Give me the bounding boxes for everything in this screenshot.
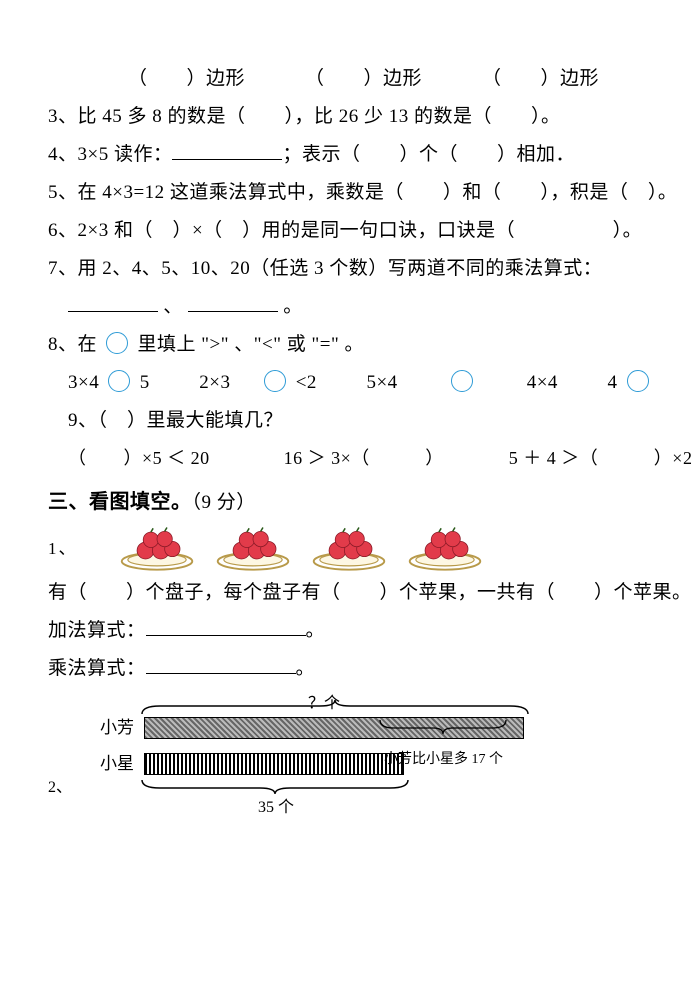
mul-label: 乘法算式：	[48, 658, 146, 679]
q8-d: <2	[296, 372, 317, 393]
q3-1-line: 有（ ）个盘子，每个盘子有（ ）个苹果，一共有（ ）个苹果。	[48, 574, 647, 612]
q8-c2[interactable]	[264, 370, 286, 392]
bottom-label: 35 个	[258, 792, 294, 824]
label-a: 小芳	[78, 711, 144, 745]
q8-tail: 里填上 ">" 、"<" 或 "=" 。	[138, 334, 364, 355]
sp3	[322, 372, 361, 393]
q7-sep: 、	[163, 296, 183, 317]
q7-blanks: 、 。	[48, 288, 647, 326]
q8-f: 4×4	[527, 372, 558, 393]
bar-row-a: 小芳	[78, 714, 647, 742]
bar-row-b: 小星	[78, 750, 647, 778]
add-label: 加法算式：	[48, 620, 146, 641]
poly-c: （ ）边形	[482, 60, 599, 98]
q3-1-add: 加法算式： 。	[48, 612, 647, 650]
label-b: 小星	[78, 747, 144, 781]
q9-row: （ ）×5 ＜ 20 16 ＞ 3×（ ） 5 ＋ 4 ＞（ ）×2	[48, 440, 647, 476]
sec3-title: 三、看图填空。	[48, 491, 192, 513]
q4-blank[interactable]	[172, 136, 282, 160]
q9: 9、（ ）里最大能填几？	[48, 402, 647, 440]
mul-blank[interactable]	[146, 650, 296, 674]
q8-c: 2×3	[199, 372, 230, 393]
q4: 4、3×5 读作： ；表示（ ）个（ ）相加．	[48, 136, 647, 174]
brace-right-icon	[378, 718, 508, 736]
q8-row: 3×4 5 2×3 <2 5×4 4×4 4	[48, 364, 647, 402]
q7-dot: 。	[283, 296, 303, 317]
q6: 6、2×3 和（ ）×（ ）用的是同一句口诀，口诀是（ ）。	[48, 212, 647, 250]
q3-2-idx: 2、	[48, 772, 78, 804]
q8: 8、在 里填上 ">" 、"<" 或 "=" 。	[48, 326, 647, 364]
q8-g: 4	[607, 372, 617, 393]
q8-c4[interactable]	[627, 370, 649, 392]
side-note: 小芳比小星多 17 个	[384, 746, 503, 774]
mul-dot: 。	[296, 658, 316, 679]
sp2	[236, 372, 256, 393]
polygon-row: （ ）边形 （ ）边形 （ ）边形	[88, 60, 647, 98]
plate-3	[310, 526, 388, 572]
q3-1-idx: 1、	[48, 532, 88, 566]
q8-c1[interactable]	[108, 370, 130, 392]
q8-c3[interactable]	[451, 370, 473, 392]
sp4	[403, 372, 442, 393]
q8-head: 8、在	[48, 334, 97, 355]
q5: 5、在 4×3=12 这道乘法算式中，乘数是（ ）和（ ），积是（ ）。	[48, 174, 647, 212]
plate-4	[406, 526, 484, 572]
q4-post: ；表示（ ）个（ ）相加．	[282, 144, 575, 165]
q8-e: 5×4	[366, 372, 397, 393]
sp5	[482, 372, 521, 393]
add-blank[interactable]	[146, 612, 306, 636]
sp6	[563, 372, 602, 393]
q4-pre: 4、3×5 读作：	[48, 144, 172, 165]
plates	[118, 526, 484, 572]
brace-top-icon	[140, 698, 530, 716]
poly-b: （ ）边形	[305, 60, 422, 98]
poly-a: （ ）边形	[128, 60, 245, 98]
q8-circle-head[interactable]	[106, 332, 128, 354]
q8-b: 5	[140, 372, 150, 393]
plate-2	[214, 526, 292, 572]
add-dot: 。	[306, 620, 326, 641]
sec3-pts: （9 分）	[192, 492, 256, 513]
q3-1-mul: 乘法算式： 。	[48, 650, 647, 688]
q3-2-diagram: 2、 ？个 小芳 小星 35 个	[48, 694, 647, 804]
q7-blank1[interactable]	[68, 288, 158, 312]
bar-b	[144, 753, 404, 775]
q3-1-row: 1、	[48, 526, 647, 572]
plate-1	[118, 526, 196, 572]
q7-blank2[interactable]	[188, 288, 278, 312]
q7: 7、用 2、4、5、10、20（任选 3 个数）写两道不同的乘法算式：	[48, 250, 647, 288]
sp	[155, 372, 194, 393]
q8-a: 3×4	[68, 372, 99, 393]
q3: 3、比 45 多 8 的数是（ ），比 26 少 13 的数是（ ）。	[48, 98, 647, 136]
section-3: 三、看图填空。（9 分）	[48, 482, 647, 522]
